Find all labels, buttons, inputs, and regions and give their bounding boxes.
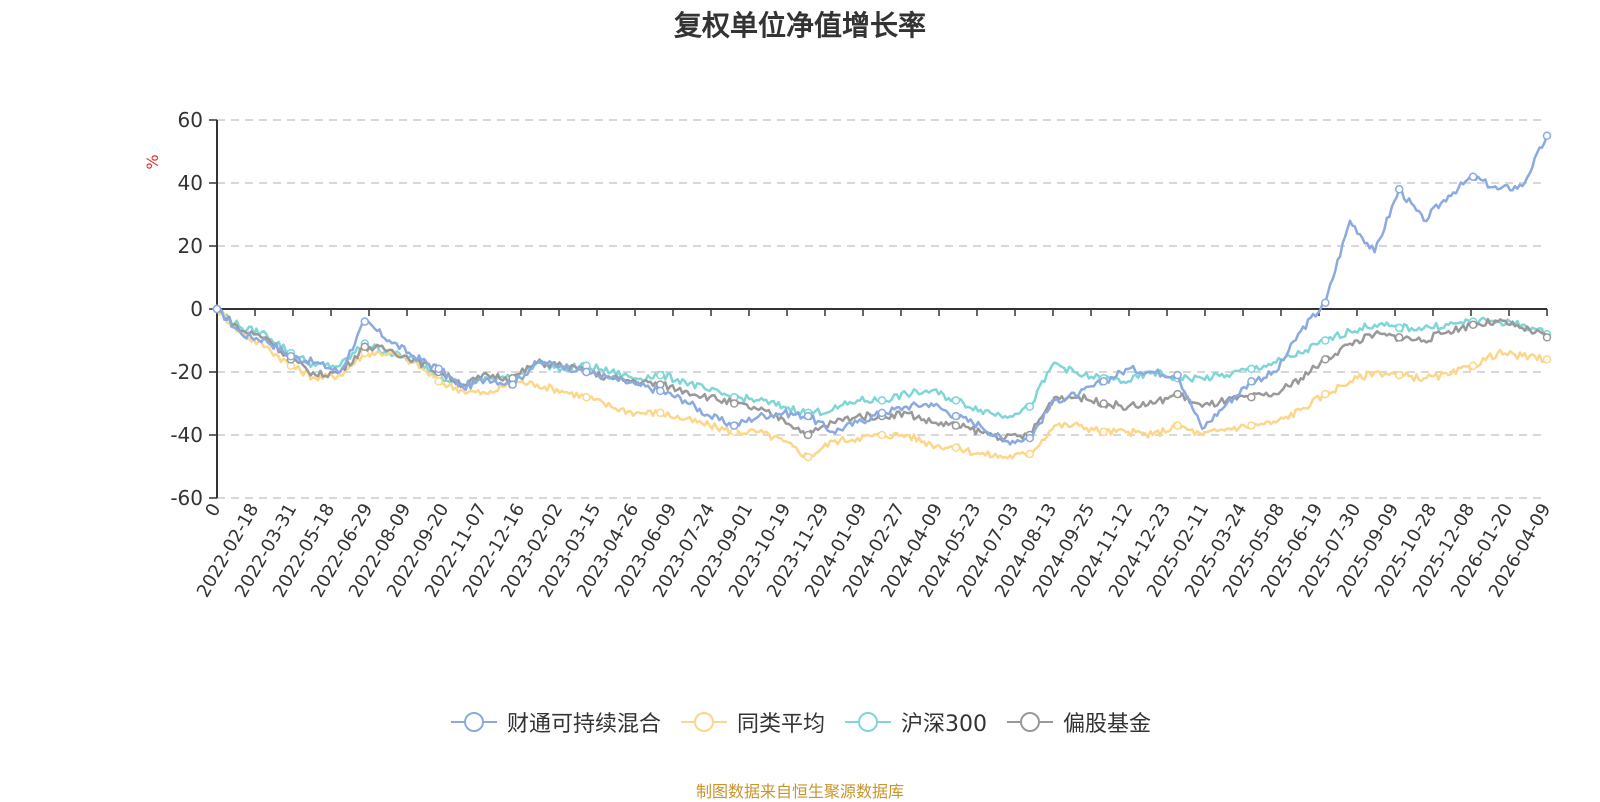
legend-item-1[interactable]: 同类平均 xyxy=(679,706,825,738)
y-tick-label-2: 20 xyxy=(178,234,203,258)
series-layer xyxy=(212,131,1552,462)
data-point-s3-36 xyxy=(1099,399,1108,408)
data-point-s2-45 xyxy=(1321,336,1330,345)
data-point-s1-30 xyxy=(951,443,961,452)
data-point-s3-45 xyxy=(1321,355,1330,364)
data-point-s3-21 xyxy=(729,399,739,408)
legend-item-0[interactable]: 财通可持续混合 xyxy=(449,706,661,738)
data-point-s2-18 xyxy=(656,370,665,380)
data-point-s1-33 xyxy=(1025,449,1035,459)
data-point-s0-42 xyxy=(1247,377,1256,386)
data-point-s1-45 xyxy=(1321,389,1330,399)
data-point-s0-18 xyxy=(656,386,665,396)
data-point-s0-9 xyxy=(434,364,443,374)
data-point-s3-6 xyxy=(360,342,370,352)
data-point-s0-33 xyxy=(1025,433,1035,443)
legend-item-3[interactable]: 偏股基金 xyxy=(1005,706,1151,738)
data-point-s2-30 xyxy=(951,396,961,405)
data-point-s0-39 xyxy=(1173,370,1182,380)
chart-title: 复权单位净值增长率 xyxy=(673,9,926,42)
data-point-s0-24 xyxy=(803,411,813,421)
legend-label: 沪深300 xyxy=(901,712,987,737)
data-point-s1-15 xyxy=(582,392,591,402)
y-tick-label-3: 0 xyxy=(190,297,203,321)
y-tick-label-5: -40 xyxy=(170,423,203,447)
data-point-s0-12 xyxy=(508,380,517,389)
legend-swatch-icon xyxy=(1007,712,1053,732)
data-point-s3-51 xyxy=(1468,320,1478,330)
legend-label: 偏股基金 xyxy=(1063,712,1152,737)
data-point-s3-30 xyxy=(951,421,961,430)
data-point-s1-18 xyxy=(656,408,665,418)
data-point-s1-27 xyxy=(877,430,887,440)
source-note: 制图数据来自恒生聚源数据库 xyxy=(695,782,904,801)
data-point-s3-54 xyxy=(1542,333,1552,342)
data-point-s1-9 xyxy=(434,377,443,386)
data-point-s1-54 xyxy=(1542,355,1552,364)
y-axis-unit: % xyxy=(143,154,162,169)
data-point-s2-42 xyxy=(1247,364,1256,374)
legend-label: 财通可持续混合 xyxy=(506,712,661,737)
data-point-s0-27 xyxy=(877,408,887,418)
data-point-s3-48 xyxy=(1394,333,1404,342)
x-tick-label-0: 0 xyxy=(201,500,225,520)
data-point-s0-0 xyxy=(212,304,222,314)
data-point-s2-27 xyxy=(877,396,887,405)
data-point-s1-24 xyxy=(803,452,813,462)
legend-item-2[interactable]: 沪深300 xyxy=(843,706,987,738)
data-point-s2-33 xyxy=(1025,402,1035,411)
legend-label: 同类平均 xyxy=(736,712,825,737)
axis-layer: 6040200-20-40-6002022-02-182022-03-31202… xyxy=(170,108,1555,601)
data-point-s0-51 xyxy=(1468,172,1478,181)
data-point-s1-51 xyxy=(1468,361,1478,370)
y-tick-label-0: 60 xyxy=(178,108,203,132)
data-point-s3-42 xyxy=(1247,392,1256,402)
data-point-s0-3 xyxy=(286,352,296,361)
data-point-s1-42 xyxy=(1247,421,1256,430)
data-point-s0-15 xyxy=(582,367,591,377)
y-tick-label-6: -60 xyxy=(170,486,203,510)
data-point-s0-21 xyxy=(729,421,739,430)
y-tick-label-1: 40 xyxy=(178,171,203,195)
legend-swatch-icon xyxy=(680,712,727,732)
data-point-s0-6 xyxy=(360,317,370,326)
legend: 财通可持续混合 同类平均 沪深300 偏股基金 xyxy=(0,706,1600,738)
data-point-s1-36 xyxy=(1099,427,1108,437)
data-point-s0-54 xyxy=(1542,131,1552,141)
y-tick-label-4: -20 xyxy=(170,360,203,384)
legend-swatch-icon xyxy=(845,712,891,732)
data-point-s2-48 xyxy=(1394,323,1404,333)
data-point-s0-30 xyxy=(951,411,961,421)
data-point-s0-36 xyxy=(1099,377,1108,386)
data-point-s0-48 xyxy=(1394,185,1404,194)
data-point-s1-48 xyxy=(1394,370,1404,380)
data-point-s0-45 xyxy=(1321,298,1330,307)
legend-swatch-icon xyxy=(450,712,497,732)
data-point-s3-24 xyxy=(803,430,813,440)
data-point-s3-39 xyxy=(1173,389,1182,399)
data-point-s1-39 xyxy=(1173,421,1182,430)
